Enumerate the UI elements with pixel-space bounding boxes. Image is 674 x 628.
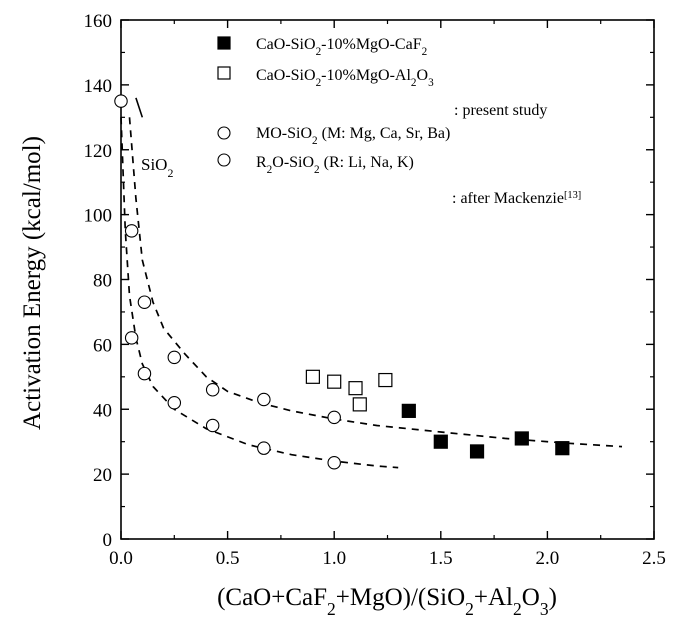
x-axis-title: (CaO+CaF2+MgO)/(SiO2+Al2O3) <box>217 584 557 619</box>
y-tick-label: 60 <box>93 335 112 356</box>
point-open-circle-s3 <box>124 331 139 345</box>
point-filled-square <box>514 431 529 446</box>
point-open-circle-s3 <box>137 366 152 381</box>
point-open-circle-s2 <box>137 295 152 309</box>
tick-marks <box>120 19 655 540</box>
point-filled-square <box>401 403 416 418</box>
y-tick-label: 20 <box>93 465 112 486</box>
annotation-sio2: SiO2 <box>141 155 173 180</box>
y-tick-labels: 0 20 40 60 80 100 120 140 160 <box>84 11 113 551</box>
point-filled-square <box>555 441 570 456</box>
y-axis-title: Activation Energy (kcal/mol) <box>19 136 46 430</box>
point-open-circle-s2 <box>257 392 271 407</box>
legend-marker-open-circle-r2o <box>217 153 231 167</box>
point-open-circle-s2 <box>114 94 128 108</box>
x-tick-label: 1.5 <box>429 548 453 569</box>
legend-entry-cao-sio2-mgo-al2o3: CaO-SiO2-10%MgO-Al2O3 <box>256 67 434 89</box>
legend-entry-mo-sio2: MO-SiO2 (M: Mg, Ca, Sr, Ba) <box>256 125 450 147</box>
point-open-square <box>327 374 342 389</box>
y-tick-label: 100 <box>84 206 113 227</box>
legend: CaO-SiO2-10%MgO-CaF2 CaO-SiO2-10%MgO-Al2… <box>217 36 581 208</box>
point-filled-square <box>469 444 485 459</box>
point-open-circle-s3 <box>257 441 271 455</box>
y-tick-label: 0 <box>103 530 113 551</box>
legend-entry-r2o-sio2: R2O-SiO2 (R: Li, Na, K) <box>256 154 414 176</box>
x-tick-label: 0.5 <box>216 548 240 569</box>
y-tick-label: 40 <box>93 400 112 421</box>
point-open-circle-s3 <box>167 396 182 410</box>
point-open-square <box>305 369 320 384</box>
annotation-after-mackenzie: : after Mackenzie[13] <box>452 190 581 208</box>
y-tick-label: 160 <box>84 11 113 32</box>
legend-marker-open-circle-mo <box>217 126 231 140</box>
point-open-circle-s2 <box>205 383 220 397</box>
point-open-circle-s2 <box>327 410 341 425</box>
x-tick-label: 2.0 <box>536 548 560 569</box>
legend-marker-open-square <box>217 66 231 80</box>
legend-marker-filled-square <box>217 36 231 50</box>
point-open-circle-s2 <box>167 350 182 365</box>
point-open-circle-s3 <box>205 418 220 433</box>
point-open-circle-s2 <box>124 224 139 238</box>
plot-frame <box>120 19 655 540</box>
legend-entry-cao-sio2-mgo-caf2: CaO-SiO2-10%MgO-CaF2 <box>256 36 427 58</box>
sio2-pointer-line <box>135 97 144 118</box>
point-open-square <box>352 397 367 412</box>
x-tick-label: 2.5 <box>642 548 666 569</box>
x-tick-labels: 0.0 0.5 1.0 1.5 2.0 2.5 <box>109 548 666 569</box>
point-filled-square <box>433 434 448 449</box>
y-tick-label: 80 <box>93 271 112 292</box>
point-open-circle-s3 <box>327 456 341 470</box>
data-points <box>114 94 570 470</box>
x-tick-label: 0.0 <box>109 548 133 569</box>
y-tick-label: 120 <box>84 141 113 162</box>
point-open-square <box>348 381 363 396</box>
point-open-square <box>378 372 393 388</box>
y-tick-label: 140 <box>84 76 113 97</box>
annotation-present-study: : present study <box>454 102 547 119</box>
x-tick-label: 1.0 <box>322 548 346 569</box>
